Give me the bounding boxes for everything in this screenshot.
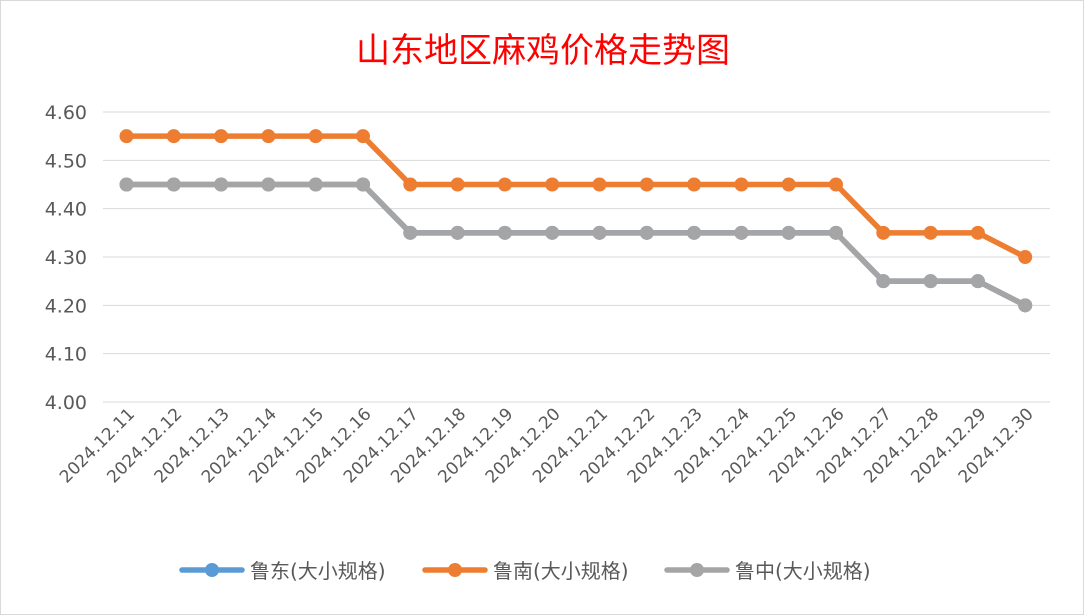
data-point [261,129,276,144]
chart-title: 山东地区麻鸡价格走势图 [356,31,730,71]
data-point [1018,298,1033,313]
series-1 [119,129,1033,264]
y-axis-ticks: 4.00 4.10 4.20 4.30 4.40 4.50 4.60 [45,102,87,414]
data-point [403,177,418,192]
x-axis-ticks: 2024.12.112024.12.122024.12.132024.12.14… [56,404,1038,487]
data-point [308,177,323,192]
series-0 [119,177,1033,313]
data-point [923,225,938,240]
series-2 [119,177,1033,313]
y-tick-label: 4.50 [45,150,87,172]
legend-item: 鲁中(大小规格) [664,559,871,583]
data-point [356,177,370,192]
data-point [356,129,370,144]
data-point [261,177,276,192]
data-point [829,177,843,192]
legend-swatch-marker [690,563,704,577]
y-tick-label: 4.00 [45,392,87,414]
data-point [545,225,560,240]
data-point [1018,250,1033,264]
data-point [592,225,607,240]
legend-label: 鲁东(大小规格) [250,559,386,583]
legend-label: 鲁南(大小规格) [493,559,629,583]
data-point [545,177,560,192]
y-tick-label: 4.40 [45,199,87,221]
data-point [450,225,465,240]
gridlines [103,111,1050,403]
data-point [687,225,702,240]
data-point [119,129,134,144]
data-point [970,274,985,289]
data-point [639,177,654,192]
data-point [497,225,512,240]
series-lines [119,129,1033,313]
data-point [497,177,512,192]
legend-swatch-marker [205,563,219,577]
data-point [166,129,181,144]
data-point [592,177,607,192]
data-point [214,177,229,192]
y-tick-label: 4.60 [45,102,87,124]
data-point [923,274,938,289]
data-point [403,225,418,240]
data-point [734,225,749,240]
data-point [308,129,323,144]
data-point [639,225,654,240]
data-point [829,225,843,240]
data-point [450,177,465,192]
legend-item: 鲁东(大小规格) [179,559,386,583]
data-point [970,225,985,240]
data-point [781,225,796,240]
series-line [123,133,1028,260]
data-point [734,177,749,192]
legend-label: 鲁中(大小规格) [735,559,871,583]
data-point [687,177,702,192]
data-point [214,129,229,144]
legend-swatch-marker [448,563,462,577]
data-point [166,177,181,192]
data-point [876,274,891,289]
y-tick-label: 4.20 [45,295,87,317]
series-line [123,181,1028,309]
y-tick-label: 4.30 [45,247,87,269]
y-tick-label: 4.10 [45,344,87,366]
legend-item: 鲁南(大小规格) [422,559,629,583]
data-point [781,177,796,192]
legend: 鲁东(大小规格) 鲁南(大小规格) 鲁中(大小规格) [179,559,871,583]
data-point [119,177,134,192]
data-point [876,225,891,240]
series-line [123,181,1028,309]
